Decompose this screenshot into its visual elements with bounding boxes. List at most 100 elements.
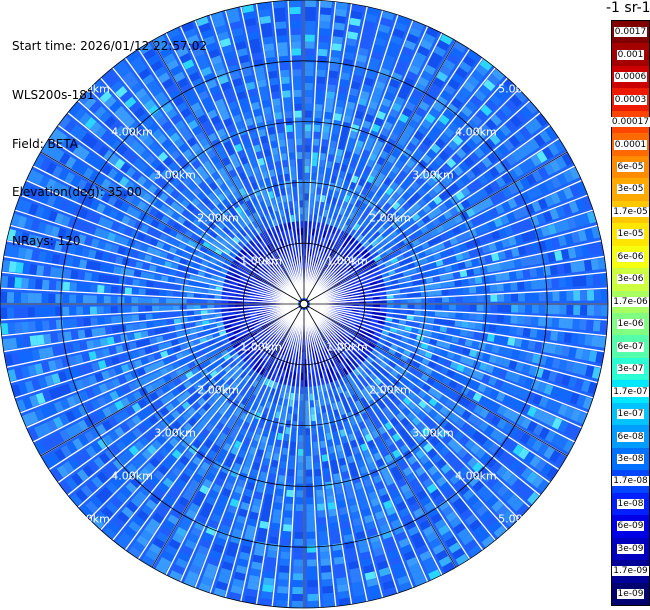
ppi-range-gate <box>423 33 436 44</box>
ppi-range-gate <box>419 519 431 531</box>
ppi-range-gate <box>374 386 383 395</box>
ppi-range-gate <box>336 273 343 280</box>
ppi-range-gate <box>411 20 425 32</box>
ppi-range-gate <box>501 489 514 502</box>
ppi-range-gate <box>360 229 368 237</box>
ppi-range-gate <box>369 280 378 286</box>
ppi-range-gate <box>518 161 530 174</box>
ppi-range-gate <box>432 380 442 389</box>
ppi-range-gate <box>289 455 296 463</box>
ppi-range-gate <box>421 182 431 192</box>
ppi-range-gate <box>510 223 520 234</box>
ppi-range-gate <box>472 461 484 473</box>
ppi-range-gate <box>354 452 363 462</box>
ppi-range-gate <box>305 421 311 429</box>
ppi-range-gate <box>411 192 421 201</box>
ppi-range-gate <box>475 285 484 293</box>
ppi-range-gate <box>349 319 357 324</box>
ppi-range-gate <box>357 382 365 391</box>
ppi-range-gate <box>398 153 408 164</box>
ppi-range-gate <box>103 285 112 294</box>
ppi-range-gate <box>382 276 391 282</box>
ppi-range-gate <box>576 394 587 408</box>
ppi-range-gate <box>309 207 313 215</box>
ppi-range-gate <box>436 476 447 487</box>
ppi-range-gate <box>407 298 415 303</box>
ppi-range-gate <box>460 174 471 185</box>
ppi-range-gate <box>186 305 194 310</box>
ppi-range-gate <box>441 162 452 173</box>
ppi-range-gate <box>400 304 408 309</box>
ppi-range-gate <box>499 451 511 463</box>
ppi-range-gate <box>305 27 316 35</box>
ppi-range-gate <box>334 394 341 403</box>
ppi-range-gate <box>524 244 534 254</box>
ppi-range-gate <box>432 77 445 88</box>
ppi-range-gate <box>406 186 416 196</box>
ppi-range-gate <box>266 486 275 495</box>
ppi-range-gate <box>342 367 349 376</box>
ppi-range-gate <box>305 41 315 49</box>
ppi-range-gate <box>488 324 497 332</box>
ppi-range-gate <box>396 373 405 382</box>
ppi-range-gate <box>465 138 477 150</box>
ppi-range-gate <box>462 304 470 311</box>
ppi-range-gate <box>279 565 290 574</box>
ppi-range-gate <box>342 398 349 407</box>
ppi-range-gate <box>507 183 519 195</box>
ppi-range-gate <box>384 91 395 101</box>
ppi-range-gate <box>350 257 358 265</box>
ppi-range-gate <box>427 200 437 210</box>
ppi-range-gate <box>444 451 455 462</box>
ppi-range-gate <box>322 461 330 469</box>
ppi-range-gate <box>62 294 70 304</box>
ppi-range-gate <box>531 242 540 253</box>
ppi-range-gate <box>443 145 454 156</box>
ppi-range-gate <box>360 396 368 406</box>
ppi-range-gate <box>393 471 404 482</box>
ppi-range-gate <box>307 586 319 595</box>
ppi-range-gate <box>450 263 460 271</box>
ppi-range-gate <box>550 176 562 189</box>
ppi-range-gate <box>448 492 460 504</box>
ppi-range-gate <box>422 193 432 203</box>
ppi-range-gate <box>563 187 574 200</box>
ppi-range-gate <box>558 318 567 329</box>
ppi-range-gate <box>393 249 402 256</box>
ppi-range-gate <box>383 325 391 331</box>
ppi-range-gate <box>547 251 556 263</box>
ppi-range-gate <box>486 495 499 508</box>
ppi-range-gate <box>328 182 335 191</box>
ppi-range-gate <box>373 270 382 276</box>
ppi-range-gate <box>434 494 446 506</box>
ppi-range-gate <box>355 139 364 149</box>
ppi-range-gate <box>309 193 315 201</box>
ppi-range-gate <box>489 284 498 293</box>
ppi-range-gate <box>455 418 466 429</box>
ppi-range-gate <box>341 321 349 326</box>
ppi-range-gate <box>500 261 509 271</box>
ppi-range-gate <box>395 438 405 448</box>
ppi-range-gate <box>517 245 527 256</box>
ppi-range-gate <box>406 472 417 483</box>
ppi-range-gate <box>452 116 464 128</box>
ppi-range-gate <box>406 556 419 568</box>
ppi-range-gate <box>443 210 453 220</box>
ppi-range-gate <box>281 454 288 462</box>
ppi-range-gate <box>478 362 488 372</box>
ppi-range-gate <box>312 221 316 229</box>
ppi-range-gate <box>427 311 436 317</box>
ppi-range-gate <box>463 81 476 93</box>
ppi-range-gate <box>336 148 344 157</box>
ppi-range-gate <box>340 334 347 341</box>
ppi-range-gate <box>340 267 347 274</box>
ppi-range-gate <box>314 200 319 209</box>
ppi-range-gate <box>482 353 491 362</box>
ppi-range-gate <box>391 102 403 113</box>
ppi-range-gate <box>433 45 447 57</box>
ppi-range-gate <box>383 387 392 396</box>
ppi-range-gate <box>400 354 409 362</box>
ppi-range-gate <box>279 558 290 567</box>
ppi-range-gate <box>371 266 380 273</box>
ppi-range-gate <box>518 304 526 313</box>
